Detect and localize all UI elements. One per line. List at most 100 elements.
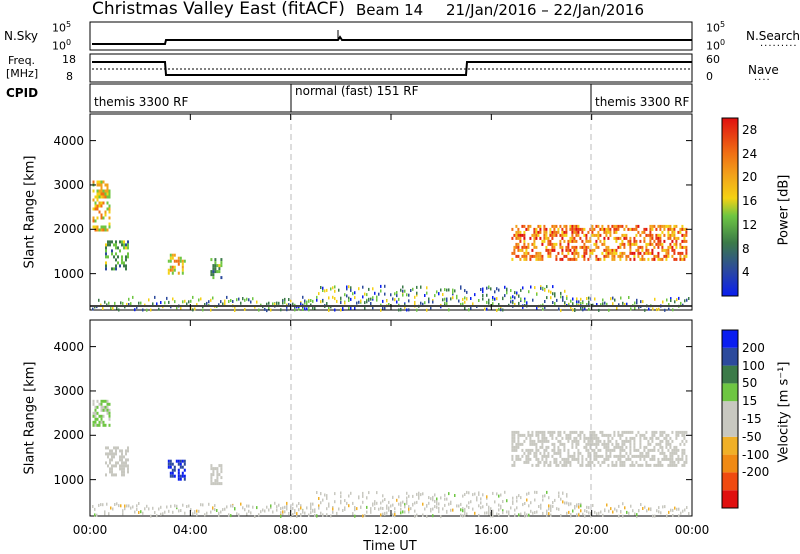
power-near-range-cell xyxy=(234,309,236,312)
power-near-range-cell xyxy=(160,301,162,304)
power-cell xyxy=(511,257,514,261)
power-near-range-cell xyxy=(166,296,168,300)
power-near-range-cell xyxy=(464,300,466,304)
power-cell xyxy=(167,259,170,263)
power-near-range-cell xyxy=(192,295,194,299)
power-cell xyxy=(589,248,592,252)
power-cell xyxy=(102,195,105,199)
velocity-near-range-cell xyxy=(114,503,116,506)
power-cell xyxy=(641,245,644,249)
power-near-range-cell xyxy=(364,301,366,305)
power-cell xyxy=(661,257,664,261)
power-cell xyxy=(527,242,530,246)
power-near-range-cell xyxy=(454,289,456,293)
power-cell xyxy=(545,248,548,252)
power-cell xyxy=(625,224,628,228)
velocity-cell xyxy=(125,452,127,456)
velocity-cell xyxy=(615,454,618,458)
power-cell xyxy=(577,227,580,231)
velocity-near-range-cell xyxy=(600,510,602,514)
velocity-near-range-cell xyxy=(470,500,472,504)
power-cell xyxy=(108,216,111,220)
nave-tick-low: 0 xyxy=(706,70,713,83)
velocity-near-range-cell xyxy=(400,503,402,507)
power-cell xyxy=(673,230,676,234)
power-cell xyxy=(679,257,682,261)
velocity-cell xyxy=(537,439,540,443)
power-cell xyxy=(683,239,686,243)
velocity-cell xyxy=(179,462,182,466)
power-near-range-cell xyxy=(416,285,418,289)
power-cell xyxy=(567,257,570,261)
power-cell xyxy=(117,261,119,265)
velocity-cell xyxy=(212,473,215,477)
velocity-cell xyxy=(543,439,546,443)
power-near-range-cell xyxy=(158,307,160,311)
power-cell xyxy=(96,207,99,211)
power-near-range-cell xyxy=(354,306,356,310)
power-cell xyxy=(619,245,622,249)
power-cell xyxy=(92,180,95,184)
velocity-near-range-cell xyxy=(516,495,518,499)
velocity-cell xyxy=(669,457,672,461)
velocity-cell xyxy=(589,463,592,467)
power-cell xyxy=(673,236,676,240)
power-near-range-cell xyxy=(546,296,548,300)
velocity-cell xyxy=(513,436,516,440)
power-cell xyxy=(681,233,684,237)
velocity-colorbar-band xyxy=(722,401,738,419)
velocity-cell xyxy=(593,457,596,461)
velocity-near-range-cell xyxy=(248,504,250,508)
power-cell xyxy=(671,227,674,231)
power-cell xyxy=(577,233,580,237)
velocity-cell xyxy=(106,408,109,412)
power-near-range-cell xyxy=(134,308,136,312)
velocity-cell xyxy=(531,442,534,446)
power-near-range-cell xyxy=(472,302,474,306)
velocity-cell xyxy=(111,470,113,474)
power-cell xyxy=(609,230,612,234)
velocity-cell xyxy=(210,464,213,468)
velocity-cell xyxy=(593,463,596,467)
velocity-cell xyxy=(515,445,518,449)
power-near-range-cell xyxy=(304,307,306,311)
velocity-cell xyxy=(125,458,127,462)
power-cell xyxy=(218,264,221,268)
power-near-range-cell xyxy=(582,301,584,305)
velocity-cell xyxy=(115,473,117,477)
power-cell xyxy=(571,236,574,240)
velocity-cell xyxy=(647,451,650,455)
beam-label: Beam 14 xyxy=(356,1,424,19)
velocity-cell xyxy=(563,448,566,452)
velocity-cell xyxy=(121,455,123,459)
velocity-near-range-cell xyxy=(154,511,156,514)
velocity-cell xyxy=(549,430,552,434)
velocity-near-range-cell xyxy=(296,504,298,508)
velocity-near-range-cell xyxy=(368,491,370,495)
power-cell xyxy=(523,233,526,237)
velocity-cell xyxy=(511,436,514,440)
velocity-near-range-cell xyxy=(248,509,250,513)
power-cell xyxy=(541,257,544,261)
power-cell xyxy=(553,233,556,237)
velocity-cell xyxy=(643,433,646,437)
power-near-range-cell xyxy=(408,299,410,303)
power-cell xyxy=(541,254,544,258)
power-near-range-cell xyxy=(588,300,590,304)
power-cell xyxy=(651,242,654,246)
power-near-range-cell xyxy=(550,290,552,294)
power-cell xyxy=(169,265,172,269)
power-cell xyxy=(657,242,660,246)
power-cell xyxy=(633,257,636,261)
power-near-range-cell xyxy=(464,289,466,293)
power-near-range-cell xyxy=(248,298,250,302)
velocity-cell xyxy=(559,442,562,446)
velocity-cell xyxy=(177,462,180,466)
velocity-cell xyxy=(675,445,678,449)
velocity-cell xyxy=(637,454,640,458)
velocity-cell xyxy=(627,430,630,434)
velocity-cell xyxy=(593,430,596,434)
power-cell xyxy=(665,251,668,255)
velocity-near-range-cell xyxy=(456,504,458,508)
power-cell xyxy=(665,248,668,252)
